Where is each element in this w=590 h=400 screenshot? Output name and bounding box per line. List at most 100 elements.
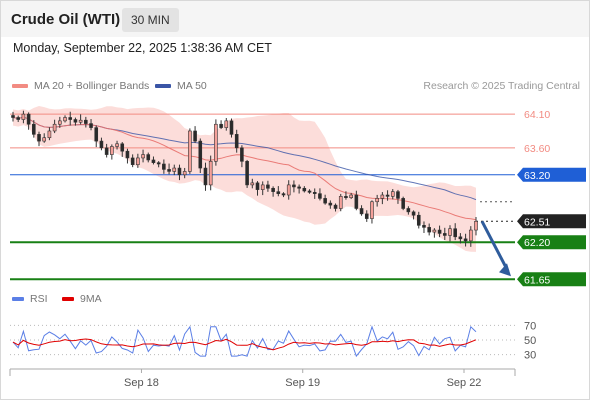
- candle-body: [167, 169, 171, 172]
- legend-rsi: RSI: [12, 293, 48, 305]
- candle-body: [260, 184, 265, 190]
- candle-body: [422, 225, 426, 228]
- candle-body: [162, 163, 166, 170]
- timestamp: Monday, September 22, 2025 1:38:36 AM CE…: [13, 41, 272, 55]
- level-label-63-60: 63.60: [524, 143, 550, 155]
- level-label-63-20: 63.20: [524, 170, 550, 182]
- candle-body: [364, 213, 369, 219]
- candle-body: [380, 194, 385, 199]
- candle-body: [427, 227, 431, 233]
- candle-body: [396, 191, 400, 199]
- candle-body: [193, 130, 197, 142]
- candle-body: [406, 208, 411, 213]
- candle-body: [32, 123, 36, 135]
- candle-body: [458, 236, 463, 240]
- candle-body: [73, 119, 78, 123]
- candle-body: [115, 143, 119, 147]
- candle-body: [203, 167, 208, 186]
- candle-body: [349, 194, 353, 199]
- candle-body: [94, 127, 99, 142]
- forecast-arrow: [480, 220, 510, 272]
- candle-body: [68, 117, 73, 120]
- candle-body: [21, 113, 26, 120]
- candle-body: [359, 208, 364, 215]
- level-label-62-20: 62.20: [524, 237, 550, 249]
- candle-body: [120, 143, 125, 152]
- candle-body: [312, 192, 317, 194]
- candle-body: [214, 123, 218, 162]
- level-label-62-51: 62.51: [524, 216, 550, 228]
- candle-body: [432, 229, 437, 233]
- ma20-swatch: [12, 84, 28, 89]
- x-tick-label: Sep 18: [124, 377, 159, 389]
- legend-ma50: MA 50: [155, 80, 207, 92]
- candle-body: [255, 182, 260, 190]
- rsi-level-label: 30: [524, 350, 536, 362]
- candle-body: [47, 130, 52, 139]
- candle-body: [219, 123, 223, 128]
- level-tag-current: [517, 214, 586, 229]
- candle-body: [338, 196, 343, 209]
- candle-body: [136, 157, 140, 165]
- candle-body: [182, 171, 187, 176]
- candle-body: [84, 119, 88, 124]
- candle-body: [390, 191, 395, 197]
- candle-body: [177, 167, 182, 176]
- candle-body: [463, 238, 468, 242]
- candle-body: [26, 113, 31, 125]
- candle-body: [245, 161, 249, 186]
- candle-body: [318, 193, 322, 199]
- candle-body: [281, 193, 286, 196]
- candle-body: [323, 198, 327, 204]
- candle-body: [125, 150, 130, 159]
- rsi-ma-line: [12, 338, 477, 351]
- candle-body: [292, 184, 296, 188]
- candle-body: [104, 147, 109, 155]
- candle-body: [130, 157, 135, 165]
- instrument-title: Crude Oil (WTI): [11, 11, 121, 28]
- candle-body: [172, 167, 177, 172]
- candle-body: [42, 137, 47, 142]
- candle-body: [141, 154, 145, 159]
- candle-body: [416, 214, 421, 226]
- candle-body: [52, 123, 57, 132]
- x-tick-label: Sep 22: [447, 377, 482, 389]
- candle-body: [58, 120, 62, 125]
- rsi-line: [12, 325, 477, 358]
- legend-ma50-label: MA 50: [177, 80, 207, 92]
- level-label-64-10: 64.10: [524, 109, 550, 121]
- candle-body: [401, 198, 405, 209]
- bollinger-band: [13, 105, 476, 252]
- candle-body: [234, 134, 239, 149]
- rsi-swatch: [12, 297, 24, 302]
- candle-body: [78, 119, 83, 123]
- candle-body: [307, 190, 312, 193]
- level-tag-support: [517, 235, 586, 250]
- ma50-swatch: [155, 84, 171, 89]
- candle-body: [453, 228, 457, 238]
- candle-body: [99, 140, 104, 149]
- candle-body: [240, 147, 244, 162]
- legend-rsi-ma: 9MA: [62, 293, 102, 305]
- candle-body: [198, 140, 203, 169]
- rsi-level-label: 70: [524, 320, 536, 332]
- candle-body: [37, 134, 41, 142]
- candle-body: [385, 194, 390, 197]
- rsi-level-label: 50: [524, 335, 536, 347]
- candle-body: [448, 228, 452, 236]
- candle-body: [437, 229, 442, 234]
- legend-ma20-label: MA 20 + Bollinger Bands: [34, 80, 150, 92]
- candle-body: [328, 202, 333, 206]
- candle-body: [276, 191, 281, 194]
- interval-badge[interactable]: 30 MIN: [122, 8, 179, 32]
- candle-body: [156, 162, 161, 165]
- candle-body: [16, 117, 21, 120]
- candle-body: [266, 184, 270, 189]
- forecast-arrow-head: [499, 263, 511, 277]
- level-label-61-65: 61.65: [524, 274, 550, 286]
- legend-rsi-ma-label: 9MA: [80, 293, 102, 305]
- candle-body: [188, 130, 192, 172]
- candle-body: [286, 184, 291, 196]
- candle-body: [208, 161, 213, 186]
